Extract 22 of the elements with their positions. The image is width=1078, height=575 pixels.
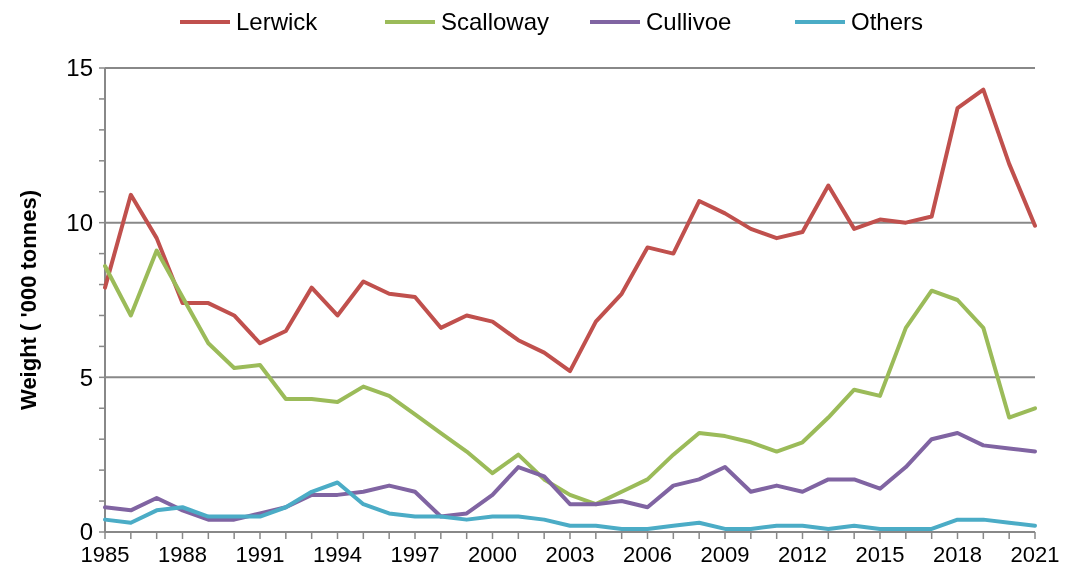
legend-label: Cullivoe xyxy=(646,8,732,35)
x-tick-label: 2003 xyxy=(545,542,595,567)
line-series xyxy=(103,431,1037,522)
x-tick-label: 1994 xyxy=(313,542,362,567)
x-tick-label: 2006 xyxy=(623,542,672,567)
x-tick-label: 2018 xyxy=(933,542,982,567)
x-tick-label: 1997 xyxy=(390,542,440,567)
y-tick-label: 5 xyxy=(79,363,93,391)
legend-label: Scalloway xyxy=(441,8,550,35)
x-tick-label: 1988 xyxy=(158,542,207,567)
x-tick-label: 2009 xyxy=(700,542,750,567)
x-tick-label: 2000 xyxy=(468,542,517,567)
x-tick-label: 2021 xyxy=(1010,542,1060,567)
y-tick-label: 10 xyxy=(66,209,93,237)
x-tick-label: 1991 xyxy=(235,542,285,567)
legend-label: Others xyxy=(851,8,924,35)
y-tick-label: 15 xyxy=(66,54,93,82)
x-tick-label: 2012 xyxy=(778,542,827,567)
x-tick-label: 2015 xyxy=(855,542,905,567)
y-axis-title: Weight ( '000 tonnes) xyxy=(16,190,41,410)
line-series xyxy=(103,480,1037,531)
legend-label: Lerwick xyxy=(236,8,319,35)
